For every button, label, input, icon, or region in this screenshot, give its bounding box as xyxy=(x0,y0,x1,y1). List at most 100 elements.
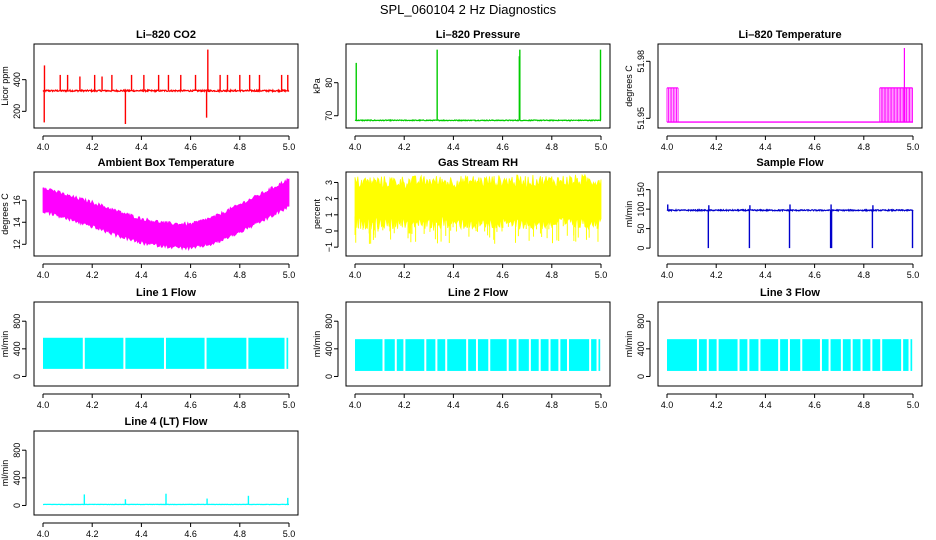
panel-title: Li–820 CO2 xyxy=(136,29,196,41)
x-axis: 4.0 4.2 4.4 4.6 4.8 5.0 xyxy=(37,522,295,539)
x-tick-label: 4.2 xyxy=(398,142,411,152)
y-axis-label: ml/min xyxy=(0,460,10,487)
x-tick-label: 4.2 xyxy=(398,400,411,410)
series xyxy=(355,339,601,371)
flow-block xyxy=(508,339,517,371)
x-tick-label: 4.6 xyxy=(184,400,197,410)
panel-title: Sample Flow xyxy=(756,157,824,169)
flow-block xyxy=(125,337,164,369)
y-tick-label: 0 xyxy=(324,228,334,233)
flow-block xyxy=(903,339,909,371)
x-tick-label: 4.8 xyxy=(234,142,247,152)
series-band xyxy=(42,178,290,252)
y-tick-label: 14 xyxy=(12,217,22,227)
y-axis: 51.95 51.98 xyxy=(636,50,651,130)
flow-block xyxy=(910,339,913,371)
y-axis-label: percent xyxy=(312,198,322,229)
panel-10: Line 4 (LT) Flow 4.0 4.2 4.4 4.6 4.8 5.0 0 400 80… xyxy=(0,416,299,539)
flow-block xyxy=(598,339,601,371)
flow-block xyxy=(540,339,549,371)
flow-block xyxy=(518,339,529,371)
y-tick-label: 12 xyxy=(12,239,22,249)
series xyxy=(354,49,602,122)
y-tick-label: 50 xyxy=(636,224,646,234)
y-tick-label: 400 xyxy=(324,341,334,356)
panel-title: Gas Stream RH xyxy=(438,157,518,169)
y-tick-label: −1 xyxy=(324,242,334,252)
panel-title: Line 1 Flow xyxy=(136,287,196,299)
flow-block xyxy=(760,339,779,371)
y-tick-label: 51.95 xyxy=(636,107,646,130)
x-tick-label: 4.6 xyxy=(496,142,509,152)
y-tick-label: 800 xyxy=(324,314,334,329)
x-tick-label: 4.8 xyxy=(234,270,247,280)
flow-block xyxy=(426,339,436,371)
x-tick-label: 4.4 xyxy=(135,142,148,152)
y-axis: 200 400 xyxy=(12,72,27,119)
series xyxy=(666,204,914,249)
x-tick-label: 5.0 xyxy=(283,400,296,410)
y-tick-label: 0 xyxy=(324,374,334,379)
y-tick-label: 200 xyxy=(12,104,22,119)
flow-block xyxy=(355,339,383,371)
plot-frame xyxy=(345,171,611,257)
x-axis: 4.0 4.2 4.4 4.6 4.8 5.0 xyxy=(661,135,919,152)
x-tick-label: 4.0 xyxy=(661,270,674,280)
y-tick-label: 3 xyxy=(324,180,334,185)
x-tick-label: 4.0 xyxy=(37,270,50,280)
x-tick-label: 5.0 xyxy=(907,270,920,280)
x-tick-label: 4.6 xyxy=(184,270,197,280)
flow-block xyxy=(477,339,489,371)
flow-block xyxy=(286,337,289,369)
series-band xyxy=(354,173,602,231)
y-tick-label: 0 xyxy=(12,503,22,508)
y-axis: 0 400 800 xyxy=(12,443,27,508)
series xyxy=(42,178,290,252)
x-tick-label: 4.2 xyxy=(710,400,723,410)
y-axis: 0 400 800 xyxy=(324,314,339,379)
y-tick-label: 70 xyxy=(324,111,334,121)
x-tick-label: 4.4 xyxy=(447,270,460,280)
flow-block xyxy=(708,339,717,371)
flow-block xyxy=(789,339,801,371)
flow-block xyxy=(852,339,861,371)
panel-5: Gas Stream RH 4.0 4.2 4.4 4.6 4.8 5.0 −1 0 1 2 3 per… xyxy=(312,157,611,280)
panel-4: Ambient Box Temperature 4.0 4.2 4.4 4.6 4.8 5.… xyxy=(0,157,299,280)
flow-block xyxy=(872,339,881,371)
x-tick-label: 4.0 xyxy=(661,400,674,410)
x-tick-label: 4.4 xyxy=(135,270,148,280)
x-tick-label: 4.4 xyxy=(447,400,460,410)
flow-block xyxy=(384,339,395,371)
x-tick-label: 4.6 xyxy=(808,400,821,410)
y-tick-label: 800 xyxy=(12,314,22,329)
x-axis: 4.0 4.2 4.4 4.6 4.8 5.0 xyxy=(37,135,295,152)
x-axis: 4.0 4.2 4.4 4.6 4.8 5.0 xyxy=(661,263,920,280)
x-tick-label: 4.2 xyxy=(86,142,99,152)
x-tick-label: 4.4 xyxy=(759,400,772,410)
plot-frame xyxy=(33,171,299,257)
y-tick-label: 16 xyxy=(12,195,22,205)
plot-frame xyxy=(33,301,299,387)
y-axis: 0 400 800 xyxy=(636,314,651,379)
panel-title: Line 3 Flow xyxy=(760,287,820,299)
panel-6: Sample Flow 4.0 4.2 4.4 4.6 4.8 5.0 0 50 100 150ml… xyxy=(624,157,923,280)
x-tick-label: 4.4 xyxy=(759,142,772,152)
x-axis: 4.0 4.2 4.4 4.6 4.8 5.0 xyxy=(37,263,295,280)
y-tick-label: 800 xyxy=(636,314,646,329)
flow-block xyxy=(667,339,697,371)
x-tick-label: 5.0 xyxy=(907,400,920,410)
y-tick-label: 400 xyxy=(12,341,22,356)
y-axis: 0 50 100 150 xyxy=(636,182,651,251)
series xyxy=(667,339,913,371)
plot-frame xyxy=(33,43,299,129)
series xyxy=(43,337,289,369)
y-tick-label: 150 xyxy=(636,182,646,197)
flow-block xyxy=(447,339,467,371)
flow-block xyxy=(862,339,871,371)
flow-block xyxy=(490,339,507,371)
y-axis-label: degrees C xyxy=(624,65,634,107)
figure-title: SPL_060104 2 Hz Diagnostics xyxy=(380,2,557,17)
y-tick-label: 80 xyxy=(324,78,334,88)
flow-block xyxy=(830,339,841,371)
x-tick-label: 5.0 xyxy=(595,142,608,152)
